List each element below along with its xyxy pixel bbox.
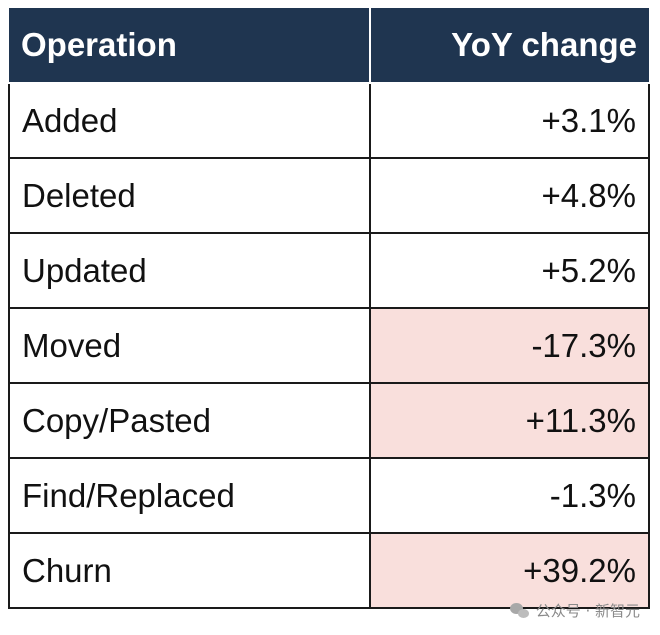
yoy-change-cell: +3.1% (369, 82, 650, 159)
wechat-icon (509, 602, 530, 619)
table-row: Churn +39.2% (8, 532, 650, 609)
operation-cell: Added (8, 82, 371, 159)
operation-cell: Find/Replaced (8, 457, 371, 534)
yoy-change-cell: +4.8% (369, 157, 650, 234)
operation-cell: Churn (8, 532, 371, 609)
watermark-text: 公众号 · 新智元 (535, 602, 640, 620)
yoy-table-container: Operation YoY change Added +3.1% Deleted +4… (8, 8, 650, 609)
table-row: Copy/Pasted +11.3% (8, 382, 650, 459)
operation-cell: Updated (8, 232, 371, 309)
column-header-operation: Operation (9, 8, 371, 84)
yoy-change-table: Operation YoY change Added +3.1% Deleted +4… (8, 8, 650, 609)
column-header-yoy-change: YoY change (369, 8, 649, 84)
operation-cell: Copy/Pasted (8, 382, 371, 459)
yoy-change-cell: +39.2% (369, 532, 650, 609)
table-row: Find/Replaced -1.3% (8, 457, 650, 534)
operation-cell: Moved (8, 307, 371, 384)
table-row: Moved -17.3% (8, 307, 650, 384)
table-header: Operation YoY change (9, 8, 649, 84)
table-body: Added +3.1% Deleted +4.8% Updated +5.2% Moved -… (8, 82, 650, 609)
yoy-change-cell: -1.3% (369, 457, 650, 534)
yoy-change-cell: +5.2% (369, 232, 650, 309)
header-row: Operation YoY change (9, 8, 649, 84)
operation-cell: Deleted (8, 157, 371, 234)
watermark: 公众号 · 新智元 (509, 600, 640, 621)
table-row: Updated +5.2% (8, 232, 650, 309)
table-row: Added +3.1% (8, 82, 650, 159)
yoy-change-cell: -17.3% (369, 307, 650, 384)
table-row: Deleted +4.8% (8, 157, 650, 234)
yoy-change-cell: +11.3% (369, 382, 650, 459)
